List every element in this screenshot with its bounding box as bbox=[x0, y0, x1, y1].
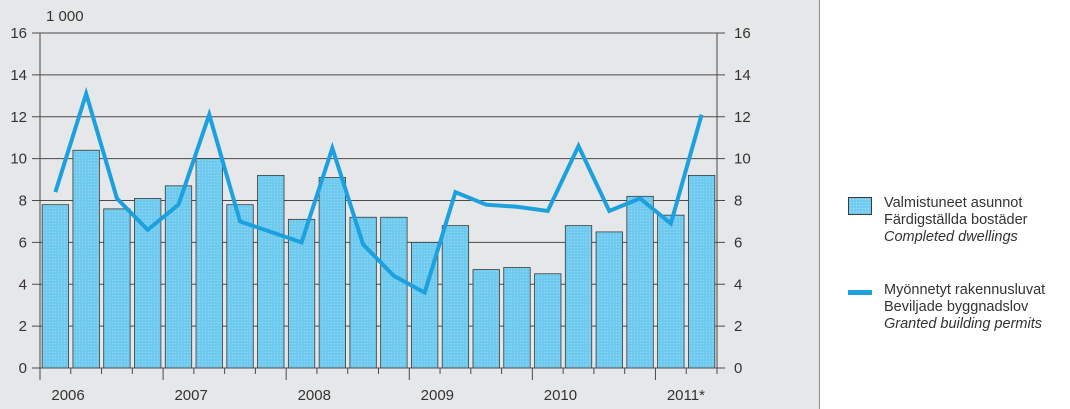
bar bbox=[103, 208, 131, 369]
y-tick-label-right: 12 bbox=[734, 109, 751, 126]
axes bbox=[32, 32, 725, 380]
bar bbox=[657, 214, 685, 369]
y-tick-label-right: 16 bbox=[734, 25, 751, 42]
chart-panel: 0 0 2 2 4 4 6 6 8 8 10 10 12 12 14 14 16 16 1 000 2006 2007 2… bbox=[0, 0, 820, 409]
y-tick-label-left: 0 bbox=[19, 360, 27, 377]
legend-bar-label-en: Completed dwellings bbox=[884, 229, 1018, 245]
y-tick-label-right: 10 bbox=[734, 151, 751, 168]
legend-bar-label-sv: Färdigställda bostäder bbox=[884, 212, 1028, 228]
permits-line bbox=[53, 86, 704, 296]
bar bbox=[257, 174, 285, 369]
bar bbox=[441, 225, 470, 369]
bar bbox=[380, 216, 408, 369]
y-tick-label-left: 10 bbox=[10, 151, 27, 168]
x-year-label: 2008 bbox=[298, 387, 331, 404]
legend-item-completed-dwellings: Valmistuneet asunnot Färdigställda bostä… bbox=[848, 195, 1027, 246]
y-tick-label-left: 14 bbox=[10, 67, 27, 84]
y-tick-label-right: 0 bbox=[734, 360, 742, 377]
bar bbox=[195, 158, 223, 369]
bar bbox=[564, 225, 593, 369]
y-tick-label-left: 12 bbox=[10, 109, 27, 126]
y-tick-label-right: 14 bbox=[734, 67, 751, 84]
x-year-label: 2010 bbox=[544, 387, 577, 404]
y-unit-label: 1 000 bbox=[46, 8, 84, 25]
y-tick-label-left: 6 bbox=[19, 234, 27, 251]
bar bbox=[626, 195, 654, 369]
bar-series bbox=[41, 149, 716, 369]
bar bbox=[164, 185, 193, 369]
axis-labels: 0 0 2 2 4 4 6 6 8 8 10 10 12 12 14 14 16 16 1 000 2006 2007 2… bbox=[10, 8, 750, 404]
bar bbox=[72, 149, 100, 369]
chart-svg: 0 0 2 2 4 4 6 6 8 8 10 10 12 12 14 14 16 16 1 000 2006 2007 2… bbox=[10, 8, 750, 404]
bar bbox=[134, 198, 162, 369]
legend-item-building-permits: Myönnetyt rakennusluvat Beviljade byggna… bbox=[848, 282, 1045, 333]
bar bbox=[503, 267, 531, 369]
bar bbox=[595, 231, 623, 369]
y-tick-label-right: 2 bbox=[734, 318, 742, 335]
legend-bar-labels: Valmistuneet asunnot Färdigställda bostä… bbox=[884, 195, 1027, 246]
y-tick-label-left: 4 bbox=[19, 276, 27, 293]
bar bbox=[687, 174, 716, 369]
x-year-label: 2011* bbox=[667, 387, 705, 404]
legend-bar-label-fi: Valmistuneet asunnot bbox=[884, 195, 1023, 211]
bar bbox=[41, 204, 70, 369]
legend-line-labels: Myönnetyt rakennusluvat Beviljade byggna… bbox=[884, 282, 1045, 333]
legend-line-label-en: Granted building permits bbox=[884, 316, 1042, 332]
x-year-label: 2007 bbox=[174, 387, 207, 404]
bar bbox=[534, 273, 562, 369]
legend-line-swatch bbox=[848, 290, 872, 295]
bar bbox=[472, 269, 500, 369]
legend-bar-swatch bbox=[848, 197, 872, 215]
bar bbox=[318, 177, 346, 369]
x-year-label: 2009 bbox=[421, 387, 454, 404]
x-year-label: 2006 bbox=[51, 387, 84, 404]
y-tick-label-left: 16 bbox=[10, 25, 27, 42]
legend-line-label-fi: Myönnetyt rakennusluvat bbox=[884, 282, 1046, 298]
y-tick-label-left: 8 bbox=[19, 193, 27, 210]
line-series bbox=[53, 86, 704, 296]
y-tick-label-left: 2 bbox=[19, 318, 27, 335]
bar bbox=[226, 204, 254, 369]
y-tick-label-right: 6 bbox=[734, 234, 742, 251]
y-tick-label-right: 8 bbox=[734, 193, 742, 210]
legend: Valmistuneet asunnot Färdigställda bostä… bbox=[848, 0, 1068, 409]
legend-line-label-sv: Beviljade byggnadslov bbox=[884, 299, 1029, 315]
y-tick-label-right: 4 bbox=[734, 276, 742, 293]
